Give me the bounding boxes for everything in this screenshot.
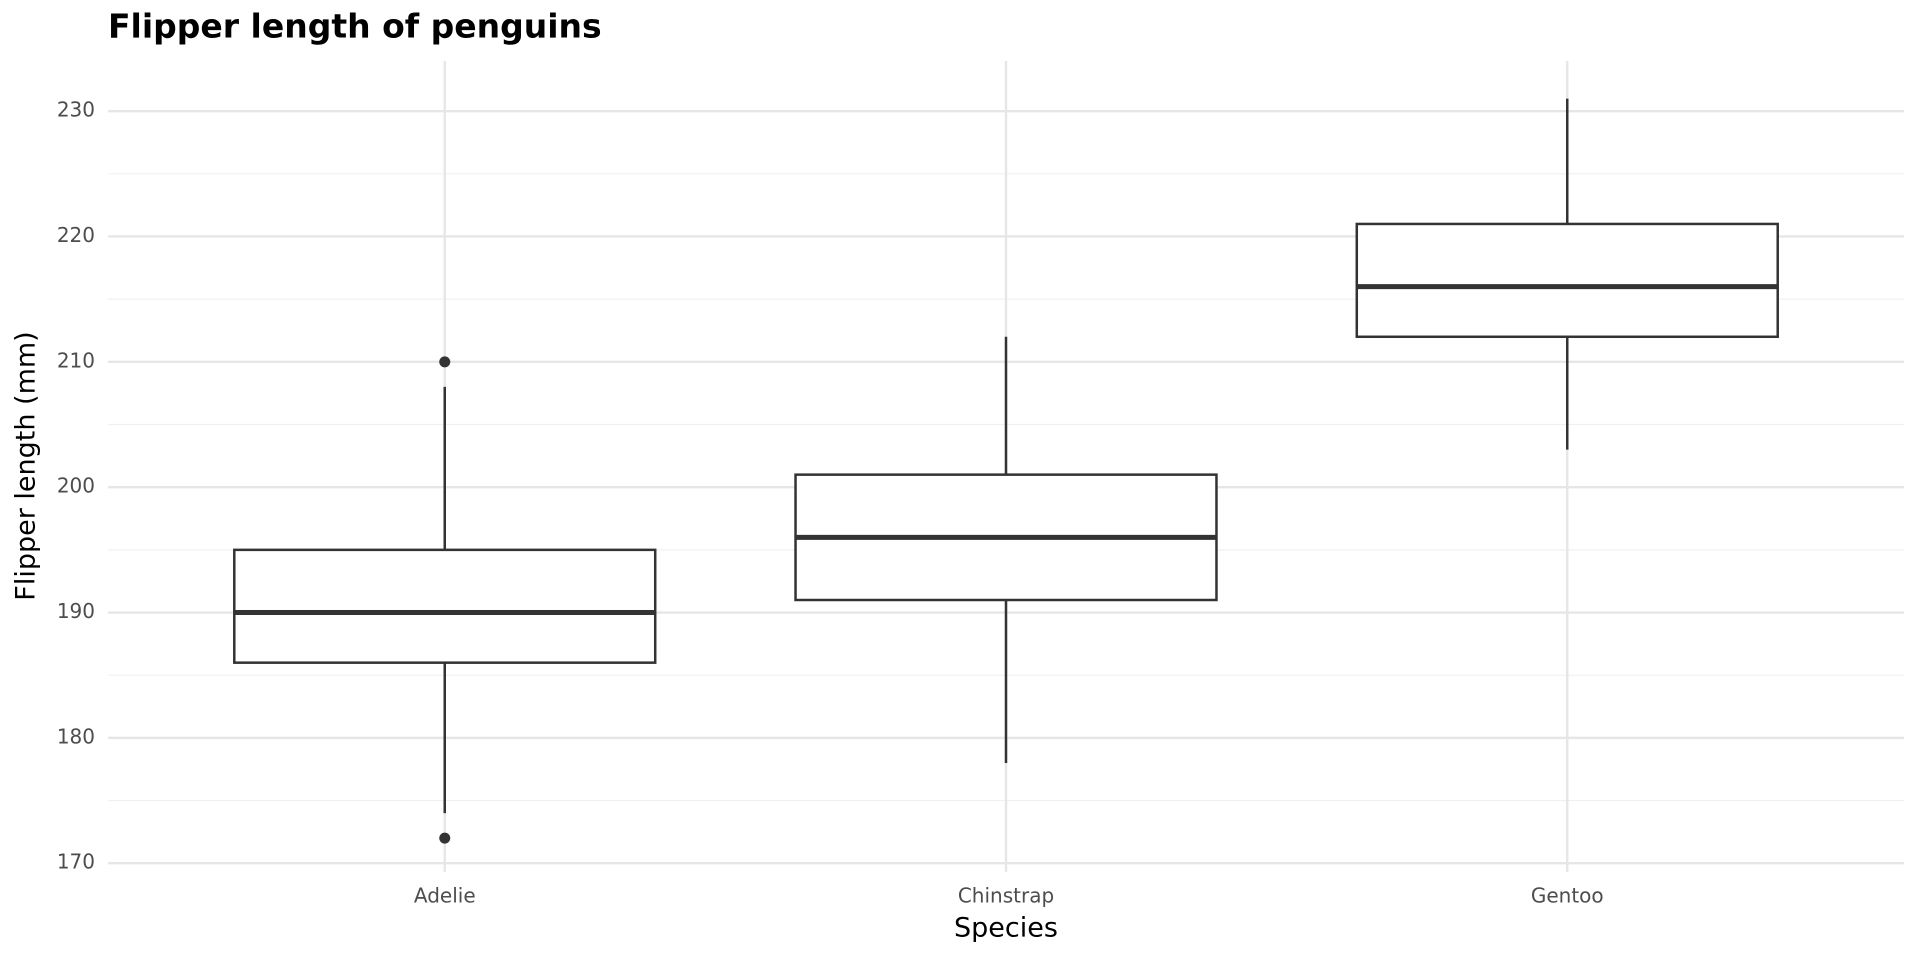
x-tick-label: Gentoo [1531,884,1604,908]
outlier [439,832,451,844]
box [1355,222,1779,339]
box [233,548,657,664]
y-tick-label: 210 [57,348,95,372]
y-tick-label: 190 [57,599,95,623]
y-tick-label: 170 [57,850,95,874]
x-tick-label: Chinstrap [958,884,1054,908]
outlier [439,356,451,368]
y-axis-title: Flipper length (mm) [11,331,42,600]
y-tick-label: 200 [57,474,95,498]
chart-title: Flipper length of penguins [108,7,602,46]
x-axis-title: Species [954,913,1058,944]
x-tick-label: Adelie [414,884,476,908]
y-tick-label: 230 [57,98,95,122]
y-tick-label: 220 [57,223,95,247]
y-tick-label: 180 [57,724,95,748]
